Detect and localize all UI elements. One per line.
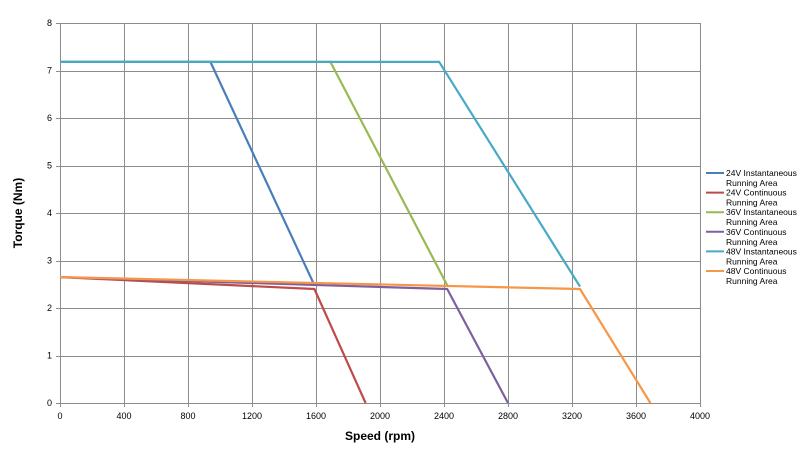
y-axis-title: Torque (Nm) — [11, 178, 25, 248]
legend-label: 36V Instantaneous Running Area — [726, 207, 797, 227]
legend-label: 48V Continuous Running Area — [726, 266, 787, 286]
legend-item: 48V Instantaneous Running Area — [706, 246, 797, 266]
x-tick-label: 1200 — [242, 411, 262, 421]
x-tick-label: 2400 — [434, 411, 454, 421]
y-tick-label: 6 — [47, 113, 52, 123]
y-tick-label: 4 — [47, 208, 52, 218]
y-tick-label: 0 — [47, 398, 52, 408]
x-tick-label: 2800 — [498, 411, 518, 421]
legend-item: 24V Instantaneous Running Area — [706, 168, 797, 188]
y-tick-label: 3 — [47, 256, 52, 266]
x-tick-label: 2000 — [370, 411, 390, 421]
series-line-3 — [60, 60, 449, 286]
legend-label: 24V Instantaneous Running Area — [726, 168, 797, 188]
y-tick-label: 1 — [47, 351, 52, 361]
legend-label: 24V Continuous Running Area — [726, 188, 787, 208]
legend-item: 24V Continuous Running Area — [706, 188, 787, 208]
tick-labels: 0 400 800 1200 1600 2000 2400 2800 3200 3600 4000 0… — [47, 18, 710, 421]
y-tick-label: 7 — [47, 66, 52, 76]
y-tick-label: 5 — [47, 161, 52, 171]
series-line-6 — [59, 276, 652, 404]
series-line-5 — [60, 60, 581, 288]
plot-area-border — [60, 23, 701, 404]
series-lines — [59, 60, 652, 404]
x-axis-title: Speed (rpm) — [345, 429, 415, 443]
legend-item: 36V Instantaneous Running Area — [706, 207, 797, 227]
series-line-4 — [59, 276, 509, 404]
x-tick-label: 800 — [180, 411, 195, 421]
x-tick-label: 3200 — [562, 411, 582, 421]
legend-label: 36V Continuous Running Area — [726, 227, 787, 247]
series-line-2 — [59, 276, 367, 404]
x-tick-label: 0 — [57, 411, 62, 421]
grid — [56, 23, 701, 407]
legend-item: 36V Continuous Running Area — [706, 227, 787, 247]
y-tick-label: 8 — [47, 18, 52, 28]
x-tick-label: 400 — [116, 411, 131, 421]
y-tick-label: 2 — [47, 303, 52, 313]
x-tick-label: 4000 — [690, 411, 710, 421]
legend-item: 48V Continuous Running Area — [706, 266, 787, 286]
series-line-1 — [60, 60, 316, 286]
legend-label: 48V Instantaneous Running Area — [726, 246, 797, 266]
x-tick-label: 1600 — [306, 411, 326, 421]
x-tick-label: 3600 — [626, 411, 646, 421]
